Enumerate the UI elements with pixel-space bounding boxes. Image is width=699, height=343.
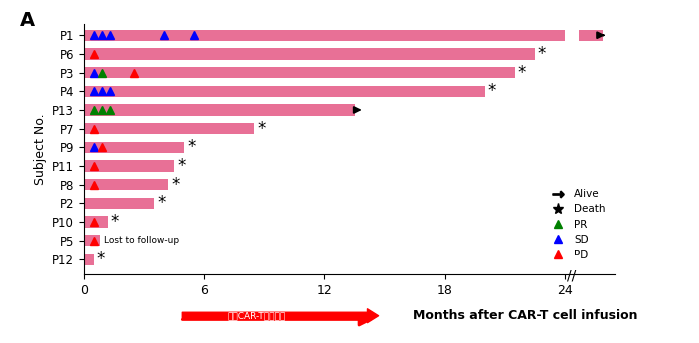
Text: *: * bbox=[187, 138, 196, 156]
Text: *: * bbox=[257, 120, 266, 138]
Text: *: * bbox=[177, 157, 185, 175]
Bar bbox=[84, 29, 565, 41]
Text: *: * bbox=[518, 63, 526, 82]
Text: *: * bbox=[171, 176, 180, 194]
Text: A: A bbox=[20, 11, 35, 31]
Bar bbox=[84, 48, 535, 60]
Text: Months after CAR-T cell infusion: Months after CAR-T cell infusion bbox=[413, 309, 637, 322]
Bar bbox=[84, 67, 515, 78]
Text: //: // bbox=[568, 268, 577, 282]
Bar bbox=[84, 198, 154, 209]
Bar bbox=[84, 235, 100, 246]
Text: 输入CAR-T后的月份: 输入CAR-T后的月份 bbox=[227, 311, 286, 320]
Bar bbox=[84, 123, 254, 134]
Bar bbox=[579, 29, 603, 41]
Bar bbox=[84, 254, 94, 265]
Text: *: * bbox=[538, 45, 547, 63]
Bar bbox=[84, 142, 184, 153]
Text: Lost to follow-up: Lost to follow-up bbox=[104, 236, 179, 245]
Bar bbox=[84, 161, 174, 172]
Bar bbox=[84, 104, 354, 116]
FancyArrowPatch shape bbox=[182, 309, 379, 323]
Legend: Alive, Death, PR, SD, PD: Alive, Death, PR, SD, PD bbox=[546, 185, 610, 264]
Text: *: * bbox=[488, 82, 496, 100]
Bar bbox=[84, 216, 108, 228]
Bar bbox=[84, 179, 168, 190]
Text: *: * bbox=[157, 194, 166, 212]
Y-axis label: Subject No.: Subject No. bbox=[34, 114, 47, 185]
Text: *: * bbox=[97, 250, 106, 269]
Text: *: * bbox=[111, 213, 120, 231]
Bar bbox=[84, 86, 485, 97]
